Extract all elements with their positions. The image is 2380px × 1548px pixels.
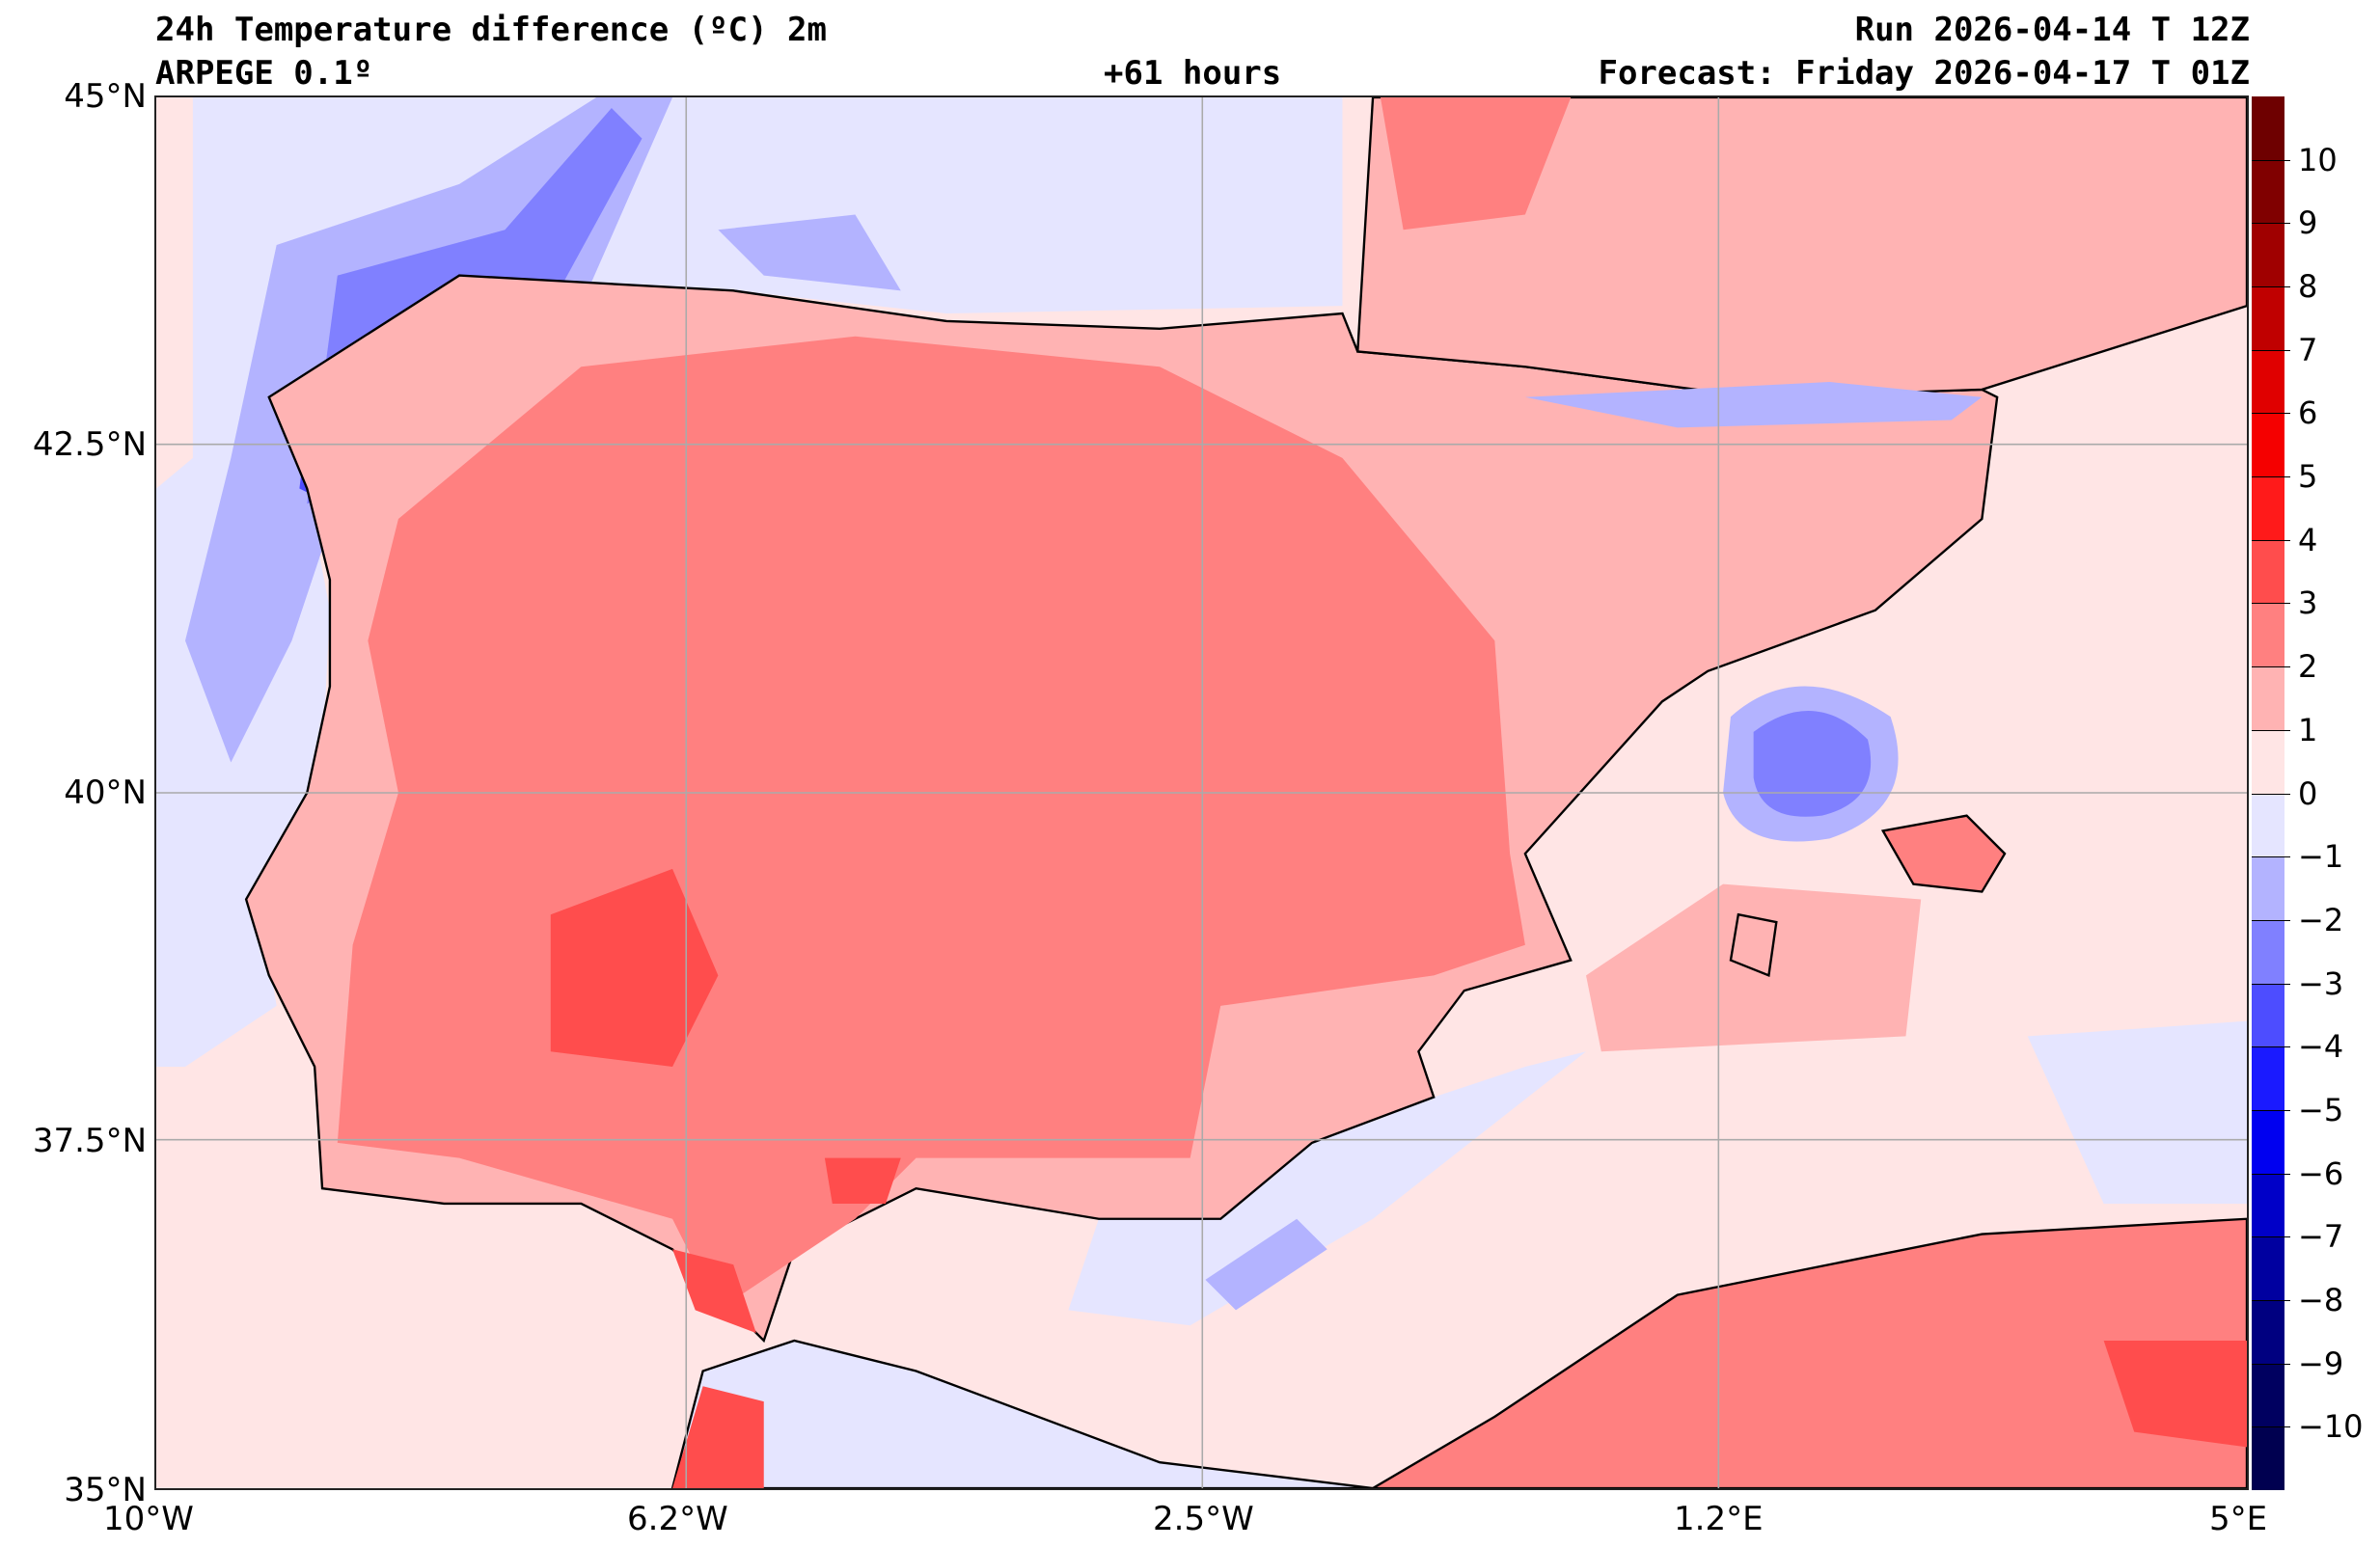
colorbar-label: 8 — [2298, 268, 2318, 306]
lat-label: 37.5°N — [32, 1122, 147, 1160]
colorbar-bin — [2252, 793, 2284, 857]
colorbar-tick — [2252, 1426, 2290, 1428]
colorbar-bin — [2252, 539, 2284, 604]
colorbar-label: −9 — [2298, 1344, 2344, 1382]
colorbar-label: −10 — [2298, 1408, 2364, 1446]
colorbar-label: 2 — [2298, 648, 2318, 686]
lat-label: 42.5°N — [32, 425, 147, 464]
cooling-sea-alboran — [1068, 1051, 1587, 1326]
colorbar — [2252, 96, 2284, 1491]
chart-title: 24h Temperature difference (ºC) 2m — [155, 11, 827, 49]
colorbar-bin — [2252, 413, 2284, 477]
lon-label: 2.5°W — [1153, 1500, 1254, 1538]
colorbar-label: 4 — [2298, 521, 2318, 558]
temperature-field — [156, 95, 2249, 1490]
colorbar-bin — [2252, 1426, 2284, 1491]
colorbar-tick — [2252, 983, 2290, 985]
colorbar-tick — [2252, 1173, 2290, 1175]
colorbar-bin — [2252, 286, 2284, 351]
colorbar-tick — [2252, 1046, 2290, 1048]
cooling-pyrenees — [1524, 382, 1983, 428]
forecast-label: Forecast: Friday 2026-04-17 T 01Z — [1598, 54, 2250, 93]
warming-core-2 — [824, 1157, 901, 1204]
colorbar-bin — [2252, 919, 2284, 985]
colorbar-label: 1 — [2298, 711, 2318, 748]
cooling-sea-patch — [1205, 1218, 1327, 1311]
warming-france — [1380, 97, 1572, 231]
colorbar-tick — [2252, 1363, 2290, 1365]
cooling-region-atlantic — [156, 97, 1343, 1067]
colorbar-bin — [2252, 603, 2284, 667]
lon-label: 1.2°E — [1674, 1500, 1764, 1538]
colorbar-bin — [2252, 1109, 2284, 1175]
ibiza — [1729, 912, 1778, 977]
warming-patch — [156, 97, 193, 489]
warming-algeria — [2103, 1340, 2247, 1448]
lat-label: 40°N — [64, 774, 147, 812]
colorbar-tick — [2252, 793, 2290, 795]
colorbar-bin — [2252, 983, 2284, 1047]
colorbar-label: 5 — [2298, 458, 2318, 496]
colorbar-label: −3 — [2298, 964, 2344, 1002]
lon-label: 6.2°W — [627, 1500, 728, 1538]
colorbar-bin — [2252, 1363, 2284, 1427]
colorbar-tick — [2252, 603, 2290, 605]
colorbar-label: −1 — [2298, 838, 2344, 876]
lead-time: +61 hours — [1104, 54, 1282, 93]
colorbar-bin — [2252, 349, 2284, 414]
warming-core — [550, 868, 719, 1067]
colorbar-bin — [2252, 159, 2284, 224]
colorbar-bin — [2252, 856, 2284, 921]
colorbar-label: 6 — [2298, 394, 2318, 432]
colorbar-tick — [2252, 919, 2290, 921]
colorbar-tick — [2252, 413, 2290, 415]
run-label: Run 2026-04-14 T 12Z — [1854, 11, 2250, 49]
gridlines — [156, 97, 2247, 1488]
cooling-blob — [1753, 711, 1872, 817]
lat-label: 45°N — [64, 77, 147, 116]
colorbar-label: 3 — [2298, 584, 2318, 622]
colorbar-bin — [2252, 476, 2284, 541]
colorbar-bin — [2252, 1236, 2284, 1301]
lon-label: 5°E — [2209, 1500, 2268, 1538]
colorbar-tick — [2252, 729, 2290, 731]
colorbar-label: −2 — [2298, 901, 2344, 938]
colorbar-tick — [2252, 856, 2290, 858]
colorbar-tick — [2252, 159, 2290, 161]
colorbar-bin — [2252, 223, 2284, 287]
colorbar-label: −6 — [2298, 1154, 2344, 1192]
colorbar-tick — [2252, 539, 2290, 541]
lat-label: 35°N — [64, 1471, 147, 1509]
colorbar-tick — [2252, 286, 2290, 288]
colorbar-label: 0 — [2298, 774, 2318, 812]
cooling-sea-east — [2027, 1020, 2247, 1204]
colorbar-label: −8 — [2298, 1281, 2344, 1318]
mallorca — [1880, 814, 2007, 893]
colorbar-label: −5 — [2298, 1091, 2344, 1128]
colorbar-tick — [2252, 223, 2290, 225]
colorbar-bin — [2252, 1173, 2284, 1237]
colorbar-tick — [2252, 1109, 2290, 1111]
colorbar-bin — [2252, 1046, 2284, 1111]
colorbar-label: −4 — [2298, 1028, 2344, 1066]
colorbar-bin — [2252, 96, 2284, 161]
colorbar-label: 7 — [2298, 331, 2318, 368]
colorbar-bin — [2252, 666, 2284, 731]
colorbar-label: 9 — [2298, 204, 2318, 242]
lon-label: 10°W — [103, 1500, 194, 1538]
cooling-patch — [718, 214, 901, 291]
map-area — [154, 95, 2249, 1490]
colorbar-bin — [2252, 1299, 2284, 1365]
colorbar-tick — [2252, 666, 2290, 668]
colorbar-tick — [2252, 476, 2290, 478]
warming-morocco — [672, 1386, 764, 1488]
colorbar-tick — [2252, 1299, 2290, 1301]
colorbar-label: 10 — [2298, 141, 2338, 178]
colorbar-label: −7 — [2298, 1218, 2344, 1256]
colorbar-bin — [2252, 729, 2284, 794]
colorbar-tick — [2252, 349, 2290, 351]
colorbar-tick — [2252, 1236, 2290, 1238]
model-label: ARPEGE 0.1º — [155, 54, 373, 93]
warming-region — [337, 336, 1525, 1311]
